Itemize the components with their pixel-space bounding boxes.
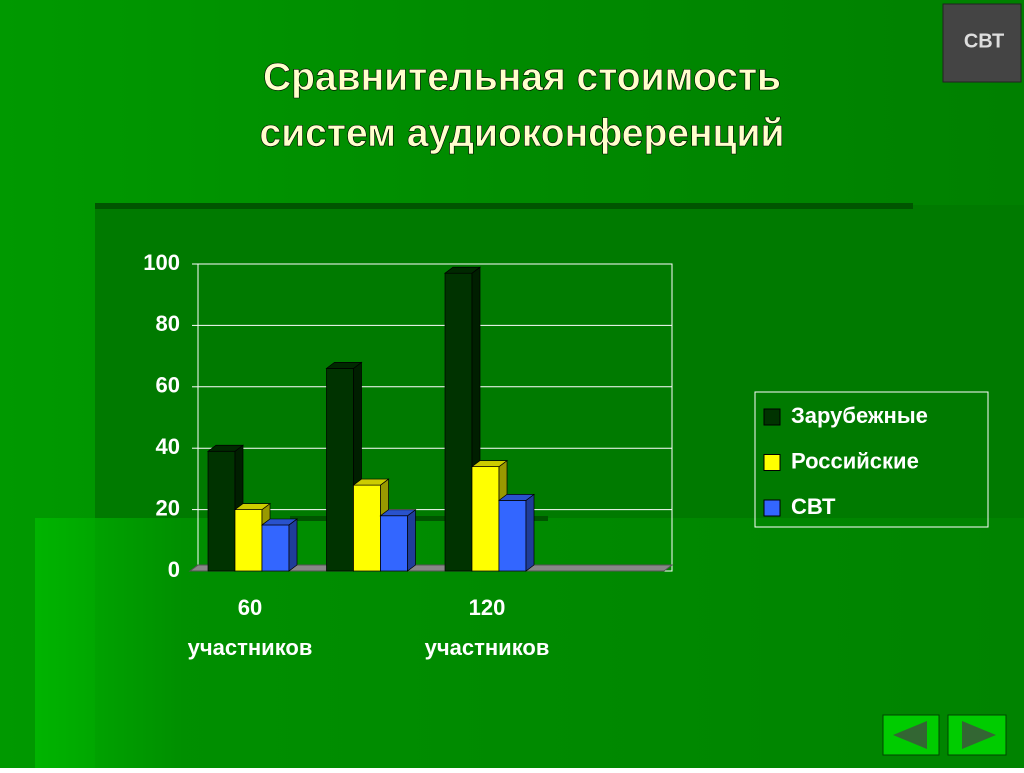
legend-swatch (763, 454, 781, 471)
bar-side (407, 509, 416, 572)
legend-label: СВТ (791, 494, 836, 519)
y-tick-label: 60 (156, 373, 180, 398)
bar-front (444, 272, 473, 572)
chart-title: Сравнительная стоимость систем аудиоконфе… (260, 56, 785, 155)
bar-top (325, 362, 363, 369)
panel-line (95, 203, 913, 209)
bar-top (470, 460, 509, 467)
nav-next[interactable] (947, 714, 1007, 756)
bar-top (379, 509, 417, 517)
logo-text: СВТ (964, 30, 1004, 52)
legend-label: Зарубежные (791, 403, 928, 428)
bar-front (471, 466, 500, 572)
chart: 0 20 40 60 80 100 60 участников 120 участников Зар… (143, 250, 989, 660)
x-tick-label: 60 участников (188, 595, 313, 660)
nav-prev[interactable] (882, 714, 940, 756)
y-tick-label: 80 (156, 311, 180, 336)
arrow-right[interactable] (962, 721, 996, 749)
bar-front (498, 500, 527, 572)
bar-side (288, 518, 298, 572)
y-tick-label: 40 (156, 434, 180, 459)
bar-side (525, 493, 535, 572)
legend-box (754, 391, 989, 528)
bar-top (233, 503, 272, 510)
logo: СВТ (942, 3, 1022, 83)
bar-front (353, 484, 381, 572)
arrow-left[interactable] (893, 721, 927, 749)
legend-label: Российские (791, 448, 919, 473)
bar-front (326, 368, 354, 572)
y-tick-label: 20 (156, 495, 180, 520)
y-tick-label: 0 (168, 557, 180, 582)
bar-front (207, 450, 236, 572)
logo-box (942, 3, 1022, 83)
bar-top (206, 444, 245, 452)
bar-front (380, 515, 408, 572)
legend: Зарубежные Российские СВТ (754, 391, 989, 528)
bar-top (443, 266, 482, 274)
bar-top (497, 494, 536, 501)
legend-swatch (763, 499, 781, 517)
legend-swatch (763, 408, 781, 426)
panel-line (290, 516, 548, 521)
bar-top (260, 518, 299, 526)
x-tick-label: 120 участников (425, 595, 550, 660)
bar-top (352, 478, 390, 486)
y-tick-label: 100 (143, 250, 180, 275)
bar-front (234, 509, 263, 572)
bar-front (261, 524, 290, 572)
